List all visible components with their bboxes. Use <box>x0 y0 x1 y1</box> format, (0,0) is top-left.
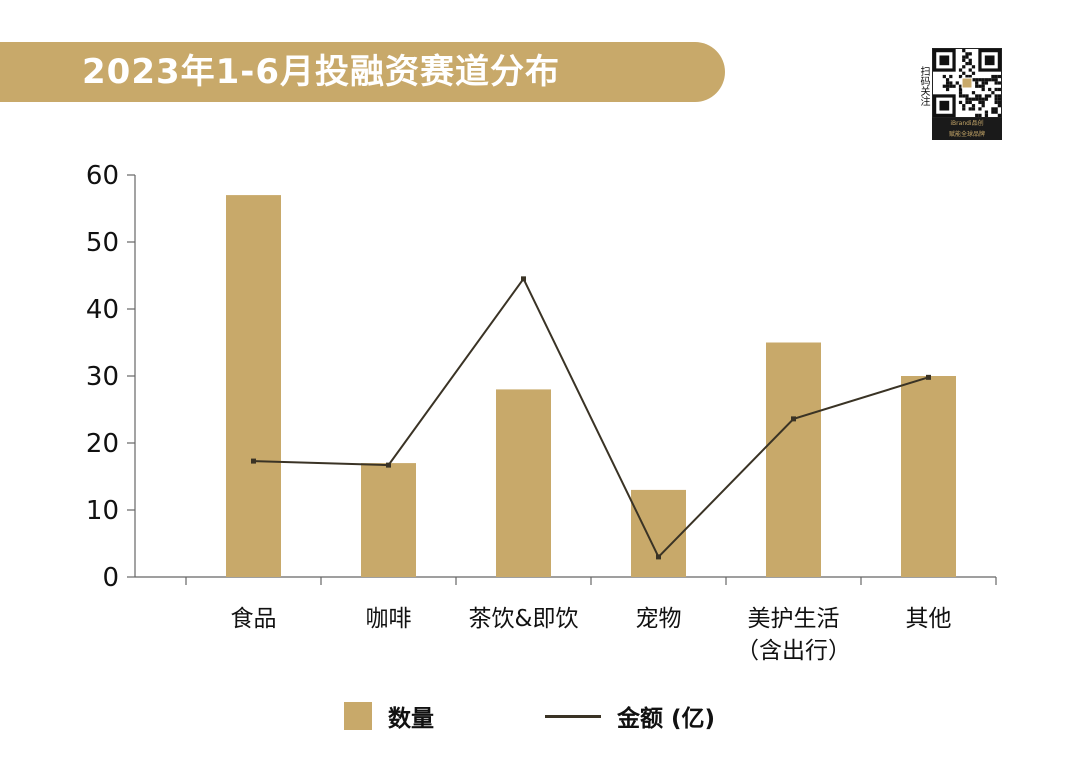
x-category-label: 宠物 <box>636 606 682 632</box>
bar <box>766 342 821 577</box>
y-tick-label: 0 <box>102 563 119 593</box>
line-point <box>926 374 931 380</box>
y-tick-label: 10 <box>86 496 119 526</box>
bar <box>901 376 956 577</box>
legend-bar-swatch <box>344 702 372 730</box>
x-category-label: （含出行） <box>736 638 851 664</box>
qr-side-text: 扫码关注 <box>918 66 929 106</box>
y-tick-label: 60 <box>86 161 119 191</box>
bar <box>631 489 686 577</box>
legend-line-label: 金额 (亿) <box>617 706 716 732</box>
y-tick-label: 50 <box>86 228 119 258</box>
qr-footer-slogan: 赋能全球品牌 <box>948 131 985 138</box>
bar <box>496 389 551 577</box>
y-tick-label: 30 <box>86 362 119 392</box>
line-point <box>656 554 661 560</box>
y-tick-label: 40 <box>86 295 119 325</box>
qr-code-block: 扫码关注 iBrandi品创 赋能全球品牌 <box>916 48 1002 140</box>
x-category-label: 茶饮&即饮 <box>469 606 579 632</box>
x-category-label: 其他 <box>906 606 952 632</box>
chart-title: 2023年1-6月投融资赛道分布 <box>82 52 561 92</box>
legend-bar-entry: 数量 <box>344 698 434 734</box>
line-point <box>791 416 796 422</box>
title-band: 2023年1-6月投融资赛道分布 <box>0 42 725 102</box>
line-point <box>386 462 391 468</box>
y-tick-label: 20 <box>86 429 119 459</box>
x-category-label: 咖啡 <box>366 606 412 632</box>
x-category-label: 美护生活 <box>748 606 840 632</box>
line-point <box>521 276 526 282</box>
line-point <box>251 458 256 464</box>
qr-code-icon <box>932 48 1002 118</box>
legend-bar-label: 数量 <box>388 706 434 732</box>
x-category-label: 食品 <box>231 606 277 632</box>
bar <box>361 463 416 577</box>
bar <box>226 195 281 577</box>
qr-footer: iBrandi品创 赋能全球品牌 <box>932 118 1002 140</box>
amount-line <box>253 276 929 559</box>
qr-footer-brand: iBrandi品创 <box>950 120 984 127</box>
legend-line-swatch <box>545 714 601 718</box>
legend-line-entry: 金额 (亿) <box>545 698 715 734</box>
